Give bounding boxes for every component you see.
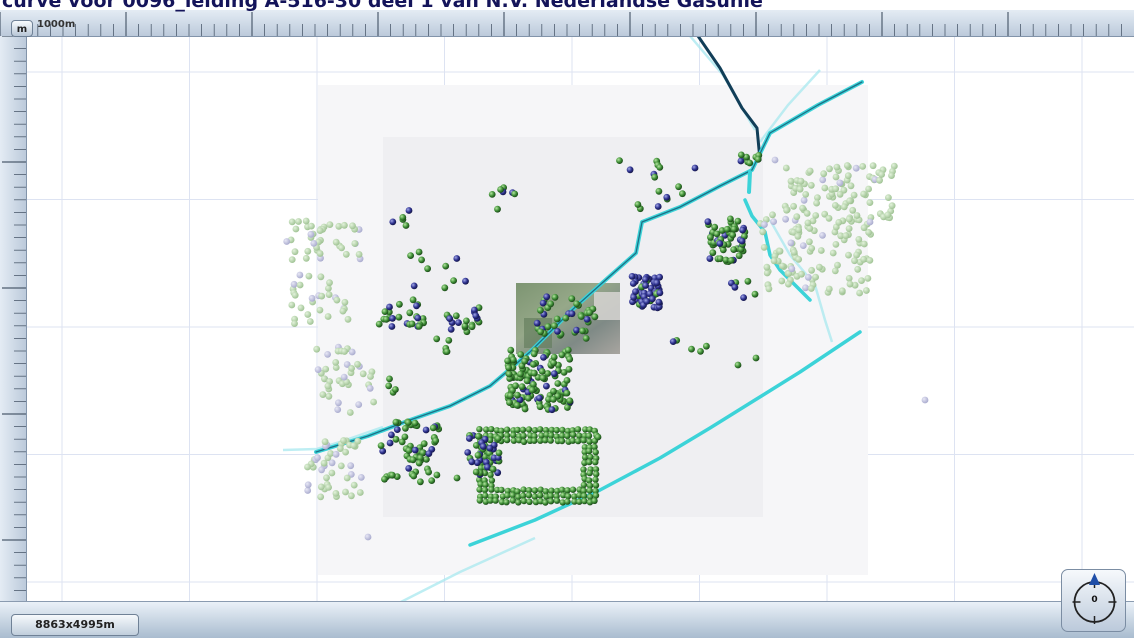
vertical-ruler — [0, 36, 27, 601]
scale-label: 1000m — [37, 19, 76, 30]
scale-unit-button[interactable]: m — [11, 20, 33, 37]
aerial-photo-roof — [594, 292, 620, 320]
pipeline-lines — [314, 36, 864, 547]
measurement-points — [283, 151, 929, 541]
compass-heading: 0 — [1091, 595, 1098, 605]
window-title: curve voor 0096_leiding A-516-30 deel 1 … — [2, 0, 763, 12]
status-bar: 8863x4995m — [0, 601, 1134, 638]
map-canvas[interactable] — [26, 36, 1134, 601]
north-arrow-icon — [1089, 573, 1100, 585]
compass-icon — [1072, 573, 1117, 624]
map-dimensions: 8863x4995m — [11, 614, 139, 636]
horizontal-ruler — [0, 10, 1134, 37]
compass-button[interactable]: 0 — [1061, 569, 1126, 632]
